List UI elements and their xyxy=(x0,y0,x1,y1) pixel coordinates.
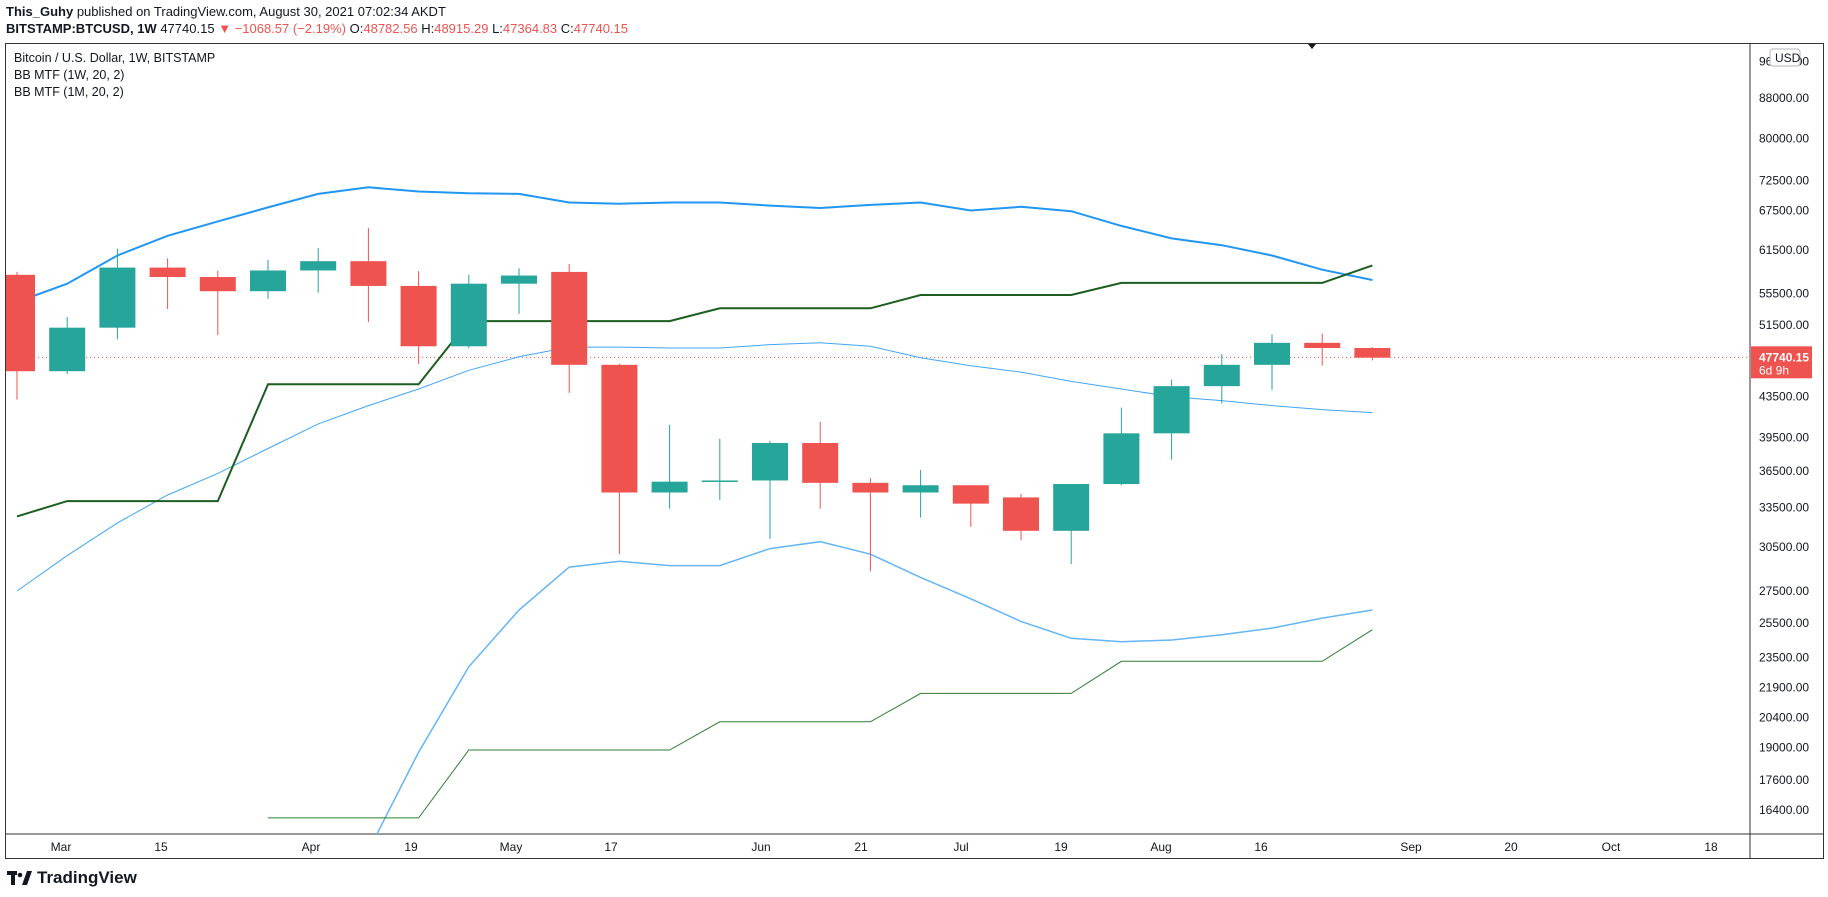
high-label: H: xyxy=(421,21,435,36)
chart-frame[interactable] xyxy=(5,43,1824,859)
x-tick-label: 20 xyxy=(1504,840,1518,854)
candle-body[interactable] xyxy=(1203,364,1240,387)
x-tick-label: Sep xyxy=(1400,840,1422,854)
candle-body[interactable] xyxy=(1003,497,1039,531)
x-tick-label: 21 xyxy=(854,840,868,854)
y-tick-label: 17600.00 xyxy=(1759,773,1809,787)
x-tick-label: Oct xyxy=(1602,840,1621,854)
open-value: 48782.56 xyxy=(363,21,418,36)
candle-body[interactable] xyxy=(300,261,337,271)
currency-label: USD xyxy=(1775,51,1801,65)
last-price-badge xyxy=(1751,346,1812,379)
y-tick-label: 39500.00 xyxy=(1759,431,1809,445)
candle-body[interactable] xyxy=(1354,348,1391,358)
candle-body[interactable] xyxy=(400,285,437,347)
y-tick-label: 61500.00 xyxy=(1759,243,1809,257)
y-tick-label: 19000.00 xyxy=(1759,741,1809,755)
y-tick-label: 25500.00 xyxy=(1759,616,1809,630)
x-tick-label: Jul xyxy=(953,840,968,854)
bb-weekly-upper-line xyxy=(16,186,1373,303)
scroll-marker-icon xyxy=(1308,44,1316,49)
y-tick-label: 30500.00 xyxy=(1759,540,1809,554)
close-label: C: xyxy=(560,21,574,36)
candle-body[interactable] xyxy=(752,443,788,481)
bb-weekly-lower-line xyxy=(376,540,1373,834)
tradingview-logo[interactable]: TradingView xyxy=(7,868,137,888)
change: −1068.57 (−2.19%) xyxy=(234,21,346,36)
bb-monthly-upper-line xyxy=(16,264,1373,518)
down-arrow-icon: ▼ xyxy=(218,21,232,36)
y-tick-label: 67500.00 xyxy=(1759,204,1809,218)
y-tick-label: 27500.00 xyxy=(1759,584,1809,598)
y-tick-label: 72500.00 xyxy=(1759,173,1809,187)
close-value: 47740.15 xyxy=(573,21,629,36)
x-tick-label: 18 xyxy=(1704,840,1718,854)
candle-body[interactable] xyxy=(199,277,236,292)
candle-body[interactable] xyxy=(1103,433,1140,485)
low-label: L: xyxy=(492,21,503,36)
candle-body[interactable] xyxy=(1153,386,1190,434)
candle-body[interactable] xyxy=(852,482,889,493)
x-tick-label: 19 xyxy=(404,840,418,854)
y-tick-label: 23500.00 xyxy=(1759,651,1809,665)
candle-body[interactable] xyxy=(701,480,738,482)
ohlc-line: BITSTAMP:BTCUSD, 1W 47740.15 ▼ −1068.57 … xyxy=(6,21,628,36)
x-tick-label: Apr xyxy=(302,840,321,854)
y-tick-label: 88000.00 xyxy=(1759,91,1809,105)
candle-body[interactable] xyxy=(149,267,186,278)
y-tick-label: 36500.00 xyxy=(1759,464,1809,478)
last-price-badge-countdown: 6d 9h xyxy=(1759,363,1789,377)
candle-body[interactable] xyxy=(49,327,86,372)
author[interactable]: This_Guhy xyxy=(6,4,74,19)
legend-title[interactable]: Bitcoin / U.S. Dollar, 1W, BITSTAMP xyxy=(14,51,216,65)
y-tick-label: 21900.00 xyxy=(1759,681,1809,695)
x-tick-label: Aug xyxy=(1150,840,1171,854)
candle-body[interactable] xyxy=(1254,342,1290,365)
y-tick-label: 51500.00 xyxy=(1759,318,1809,332)
currency-badge[interactable] xyxy=(1769,48,1801,67)
candle-body[interactable] xyxy=(0,274,35,372)
candle-body[interactable] xyxy=(250,270,286,292)
candle-body[interactable] xyxy=(952,485,989,504)
brand-name: TradingView xyxy=(37,868,137,887)
y-tick-label: 33500.00 xyxy=(1759,500,1809,514)
candle-body[interactable] xyxy=(802,443,839,483)
y-tick-label: 55500.00 xyxy=(1759,286,1809,300)
x-tick-label: May xyxy=(500,840,523,854)
tradingview-logo-icon xyxy=(7,871,32,885)
low-value: 47364.83 xyxy=(502,21,558,36)
candle-body[interactable] xyxy=(501,275,537,284)
candle-body[interactable] xyxy=(1304,342,1341,349)
bb-monthly-lower-line xyxy=(268,629,1373,819)
x-tick-label: 16 xyxy=(1254,840,1268,854)
legend-indicator-monthly[interactable]: BB MTF (1M, 20, 2) xyxy=(14,85,124,99)
publish-line: This_Guhy published on TradingView.com, … xyxy=(6,4,446,19)
y-tick-label: 20400.00 xyxy=(1759,711,1809,725)
candle-body[interactable] xyxy=(99,267,136,328)
candle-body[interactable] xyxy=(902,485,939,493)
candle-body[interactable] xyxy=(350,261,387,286)
legend-indicator-weekly[interactable]: BB MTF (1W, 20, 2) xyxy=(14,68,125,82)
last-price-badge-value: 47740.15 xyxy=(1759,350,1809,364)
x-tick-label: 19 xyxy=(1054,840,1068,854)
y-tick-label: 80000.00 xyxy=(1759,132,1809,146)
x-tick-label: 15 xyxy=(154,840,168,854)
y-tick-label: 16400.00 xyxy=(1759,803,1809,817)
y-tick-label: 43500.00 xyxy=(1759,390,1809,404)
candle-body[interactable] xyxy=(450,283,487,347)
candle-body[interactable] xyxy=(601,364,638,493)
last-price: 47740.15 xyxy=(160,21,215,36)
publish-info: published on TradingView.com, August 30,… xyxy=(76,4,446,19)
x-tick-label: Mar xyxy=(51,840,72,854)
x-tick-label: Jun xyxy=(751,840,770,854)
symbol: BITSTAMP:BTCUSD, 1W xyxy=(6,21,157,36)
candle-body[interactable] xyxy=(551,271,588,365)
candle-body[interactable] xyxy=(1053,484,1090,531)
x-tick-label: 17 xyxy=(604,840,618,854)
open-label: O: xyxy=(349,21,364,36)
high-value: 48915.29 xyxy=(434,21,489,36)
candle-body[interactable] xyxy=(651,481,688,493)
bb-weekly-basis-line xyxy=(16,342,1373,592)
